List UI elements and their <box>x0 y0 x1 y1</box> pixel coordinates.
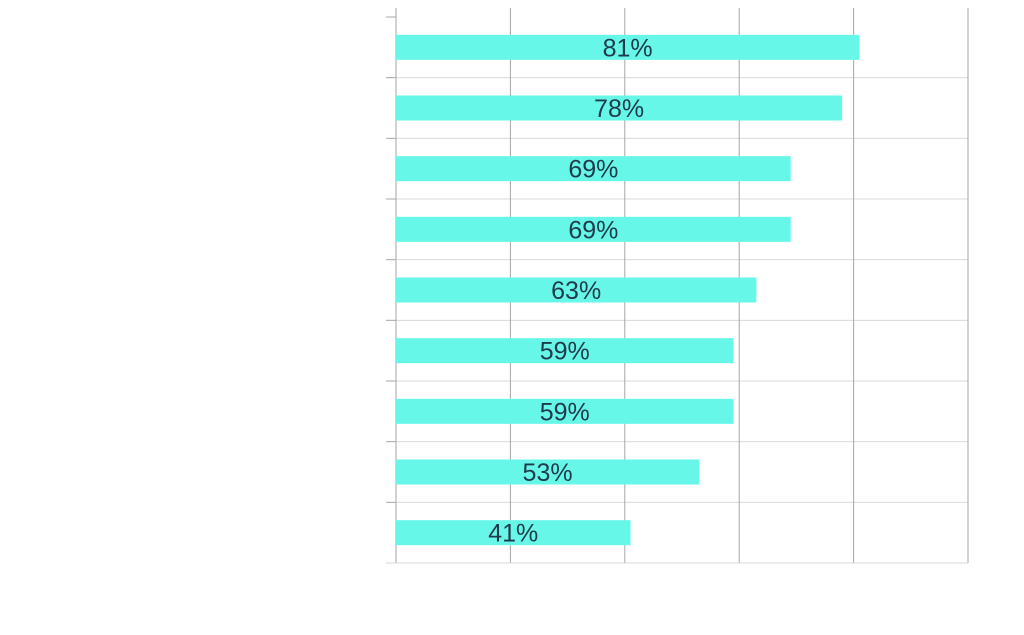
bar <box>396 95 843 121</box>
bar-data-label: 69% <box>568 156 618 184</box>
bar-data-label: 63% <box>551 277 601 305</box>
bar-layer <box>396 34 860 546</box>
bar-data-label: 59% <box>540 338 590 366</box>
bar-data-label: 78% <box>594 95 644 123</box>
bar <box>396 216 791 242</box>
data-label-layer: 81% 78% 69% 69% 63% 59% 59% 53% 41% <box>488 34 652 547</box>
bar <box>396 34 860 60</box>
bar-data-label: 69% <box>568 216 618 244</box>
bar <box>396 338 734 364</box>
bar <box>396 277 757 303</box>
bar-data-label: 41% <box>488 520 538 548</box>
bar <box>396 398 734 424</box>
bar <box>396 520 631 546</box>
bar-data-label: 53% <box>523 459 573 487</box>
bar <box>396 156 791 182</box>
bar <box>396 459 700 485</box>
bar-data-label: 59% <box>540 398 590 426</box>
bar-data-label: 81% <box>603 34 653 62</box>
